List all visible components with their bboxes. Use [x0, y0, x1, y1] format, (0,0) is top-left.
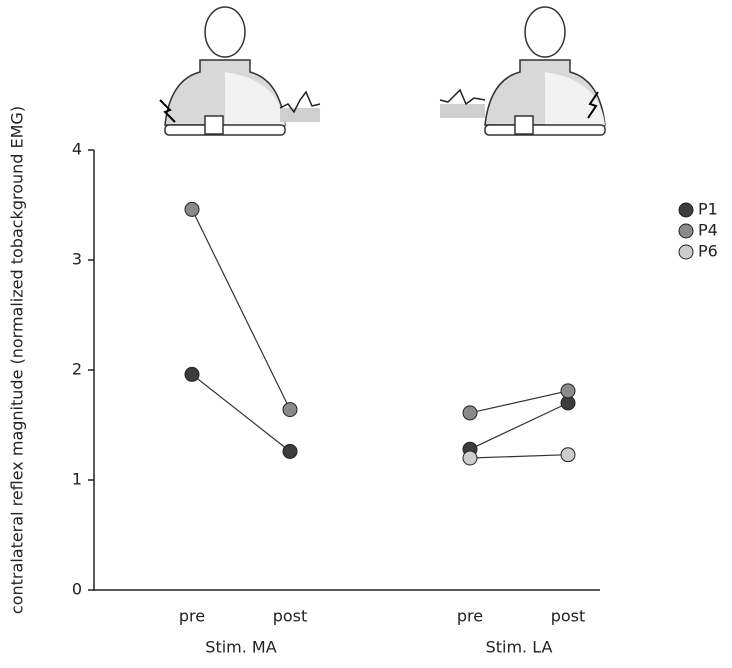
data-point [561, 448, 575, 462]
y-axis-label: contralateral reflex magnitude (normaliz… [8, 106, 27, 614]
legend-marker [679, 245, 693, 259]
legend-label: P6 [698, 242, 718, 261]
y-tick-label: 0 [72, 580, 82, 599]
y-tick-label: 4 [72, 140, 82, 159]
data-point [185, 367, 199, 381]
data-point [185, 202, 199, 216]
y-tick-label: 1 [72, 470, 82, 489]
legend-marker [679, 224, 693, 238]
y-tick-label: 3 [72, 250, 82, 269]
data-point [463, 451, 477, 465]
data-point [283, 444, 297, 458]
data-point [283, 403, 297, 417]
data-point [463, 406, 477, 420]
legend-label: P1 [698, 200, 718, 219]
illustration-la [440, 7, 605, 135]
group-label: Stim. MA [205, 638, 276, 657]
legend-marker [679, 203, 693, 217]
series-line [470, 455, 568, 458]
illustration-ma [160, 7, 320, 135]
chart: contralateral reflex magnitude (normaliz… [0, 0, 732, 668]
x-tick-label: pre [179, 607, 205, 626]
x-tick-label: post [273, 607, 308, 626]
x-tick-label: pre [457, 607, 483, 626]
series-line [192, 209, 290, 409]
y-tick-label: 2 [72, 360, 82, 379]
group-label: Stim. LA [486, 638, 553, 657]
x-tick-label: post [551, 607, 586, 626]
series-line [192, 374, 290, 451]
data-point [561, 384, 575, 398]
legend-label: P4 [698, 221, 718, 240]
